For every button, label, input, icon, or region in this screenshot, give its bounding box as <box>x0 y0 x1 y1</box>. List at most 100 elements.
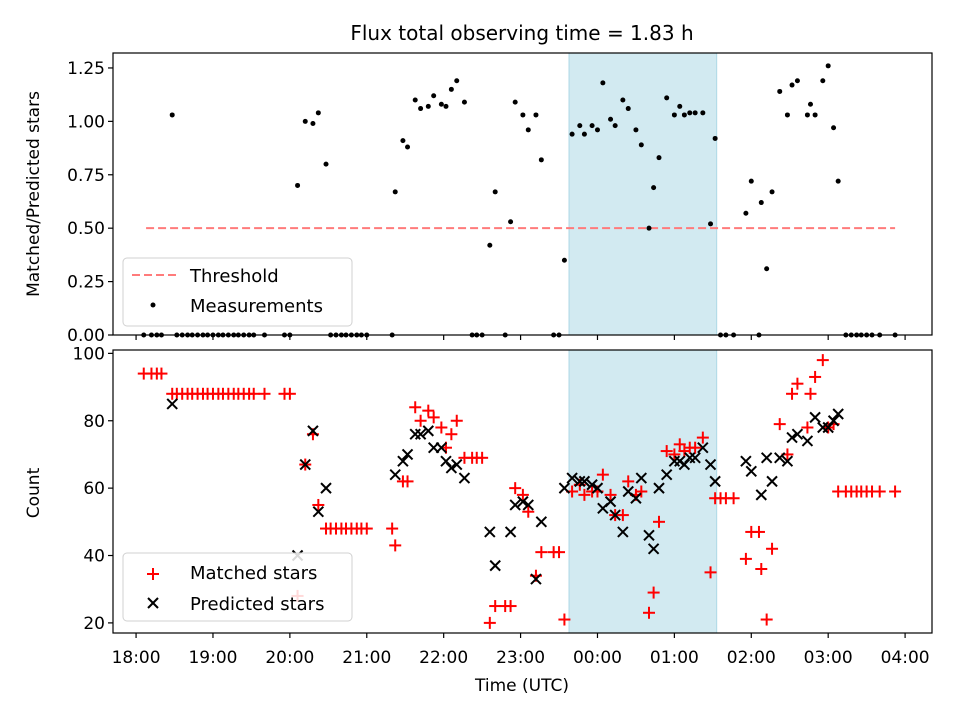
matched-star-point <box>739 552 752 565</box>
predicted-star-point <box>647 543 660 555</box>
predicted-star-point <box>484 526 496 538</box>
predicted-star-point <box>504 526 517 538</box>
measurement-point <box>487 242 493 248</box>
x-tick-label: 21:00 <box>342 648 391 668</box>
matched-star-point <box>689 441 702 454</box>
matched-star-point <box>816 354 829 367</box>
legend-measurements-label: Measurements <box>190 296 323 317</box>
bottom-axes-frame <box>112 349 933 634</box>
measurement-point <box>295 182 301 188</box>
matched-star-point <box>653 515 665 528</box>
measurement-point <box>538 157 544 163</box>
top-legend: Threshold Measurements <box>122 257 353 327</box>
measurement-point <box>169 112 175 118</box>
matched-star-point <box>386 522 399 535</box>
bottom-y-axis-label: Count <box>24 467 44 518</box>
y-tick-label: 100 <box>73 344 105 364</box>
matched-star-point <box>553 546 566 559</box>
measurement-point <box>681 112 687 118</box>
measurement-point <box>812 112 818 118</box>
measurement-point <box>743 210 749 216</box>
y-tick-label: 40 <box>83 547 105 567</box>
predicted-star-point <box>745 465 757 477</box>
matched-star-point <box>409 401 422 414</box>
predicted-star-point <box>489 559 501 572</box>
matched-star-point <box>401 475 414 488</box>
matched-star-point <box>635 485 648 498</box>
matched-star-point <box>616 509 629 522</box>
measurement-point <box>412 97 418 103</box>
matched-star-point <box>427 411 440 424</box>
matched-star-point <box>647 586 660 599</box>
predicted-star-point <box>414 428 427 440</box>
measurement-point <box>748 178 754 184</box>
measurement-point <box>692 110 698 116</box>
matched-star-point <box>673 438 686 451</box>
measurement-point <box>443 103 449 109</box>
measurement-point <box>508 219 514 225</box>
matched-star-point <box>873 485 886 498</box>
bottom-panel: 20 40 60 80 100 18:00 19:00 20:00 21:00 22:00 23:… <box>24 344 933 696</box>
matched-star-point <box>596 468 609 481</box>
predicted-star-point <box>401 448 414 461</box>
matched-star-point <box>773 418 786 431</box>
measurement-point <box>646 225 652 231</box>
measurement-point <box>525 127 531 133</box>
matched-star-point <box>509 482 522 495</box>
matched-star-point <box>283 387 296 400</box>
x-tick-label: 20:00 <box>265 648 314 668</box>
measurement-point <box>807 101 813 107</box>
matched-star-point <box>752 525 765 538</box>
matched-star-point <box>360 522 373 535</box>
measurement-point <box>577 123 583 129</box>
matched-star-point <box>516 488 529 501</box>
measurement-point <box>804 112 810 118</box>
measurement-point <box>461 99 467 105</box>
measurement-point <box>700 110 706 116</box>
matched-star-point <box>604 488 617 501</box>
matched-star-point <box>558 613 571 626</box>
measurement-point <box>581 131 587 137</box>
predicted-star-point <box>801 435 814 447</box>
measurement-point <box>438 101 444 107</box>
y-tick-label: 0.75 <box>67 166 105 186</box>
measurement-point <box>656 155 662 161</box>
predicted-star-point <box>458 472 471 484</box>
predicted-star-point <box>299 458 311 471</box>
predicted-star-point <box>312 506 325 518</box>
measurement-point <box>687 110 693 116</box>
measurement-point <box>418 106 424 112</box>
x-tick-label: 01:00 <box>650 648 699 668</box>
measurement-point <box>784 112 790 118</box>
predicted-star-point <box>653 482 665 494</box>
x-axis-label: Time (UTC) <box>474 676 569 696</box>
measurement-point <box>789 82 795 88</box>
x-tick-label: 02:00 <box>727 648 776 668</box>
legend-matched-swatch <box>147 568 159 580</box>
measurement-point <box>533 112 539 118</box>
predicted-star-point <box>660 468 673 481</box>
matched-star-point <box>760 613 773 626</box>
legend-matched-label: Matched stars <box>190 563 317 584</box>
chart-title: Flux total observing time = 1.83 h <box>350 21 693 45</box>
matched-star-point <box>755 562 768 575</box>
matched-star-point <box>809 370 822 383</box>
matched-star-point <box>535 546 548 559</box>
measurement-point <box>633 127 639 133</box>
measurement-point <box>454 78 460 84</box>
predicted-star-point <box>574 475 586 488</box>
bottom-legend-box <box>122 552 353 622</box>
bottom-y-ticks: 20 40 60 80 100 <box>73 344 113 634</box>
matched-star-point <box>422 404 435 417</box>
measurement-point <box>758 200 764 206</box>
measurement-point <box>392 189 398 195</box>
predicted-star-point <box>517 495 529 508</box>
predicted-star-point <box>709 475 721 488</box>
measurement-point <box>794 78 800 84</box>
predicted-star-point <box>766 475 778 488</box>
predicted-star-point <box>307 425 319 437</box>
top-panel: 0.00 0.25 0.50 0.75 1.00 1.25 Matched/Predict… <box>24 52 933 346</box>
predicted-star-point <box>604 495 617 508</box>
top-x-ticks <box>135 335 906 340</box>
